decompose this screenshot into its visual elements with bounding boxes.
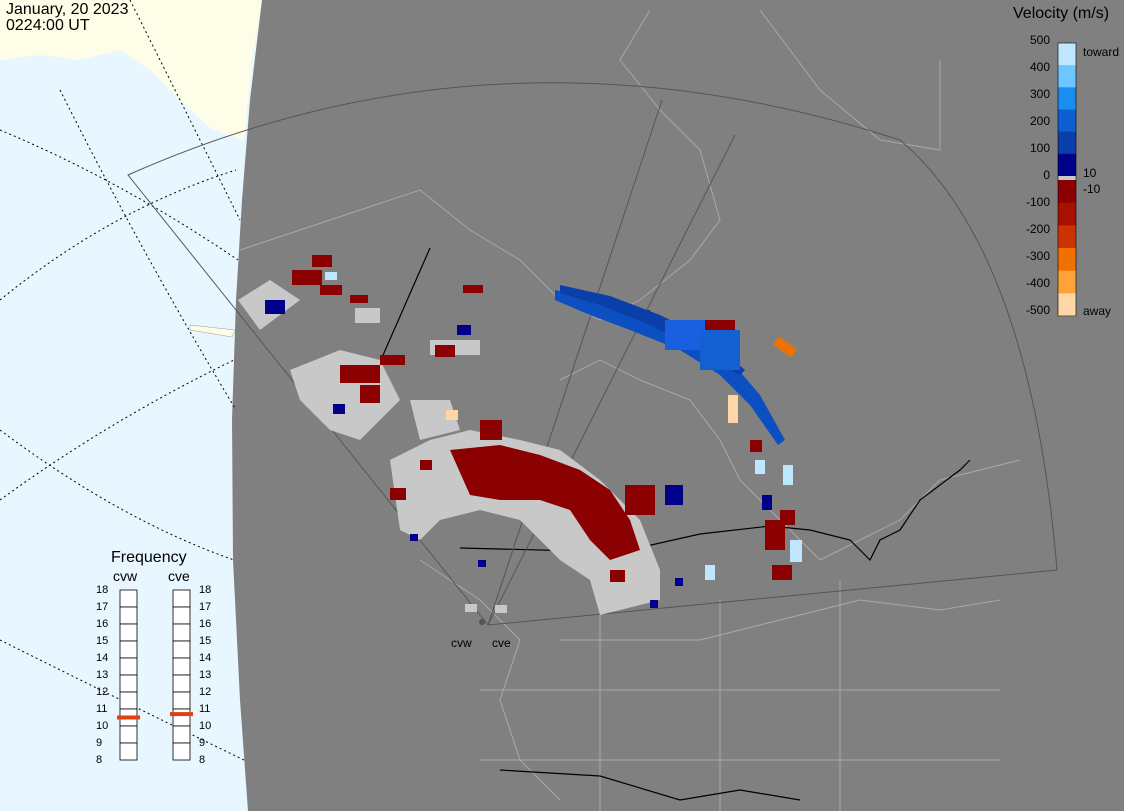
colorbar-segment — [1058, 248, 1076, 272]
frequency-scale-right: 11 — [199, 703, 211, 715]
colorbar-segment — [1058, 131, 1076, 155]
colorbar-segment — [1058, 180, 1076, 204]
colorbar-segment — [1058, 153, 1076, 177]
velocity-tick: -200 — [1025, 222, 1050, 236]
frequency-scale-right: 14 — [199, 652, 212, 664]
frequency-cell — [119, 691, 138, 710]
frequency-bars — [117, 589, 193, 761]
aleutian-coast — [189, 324, 236, 338]
frequency-cell — [172, 725, 191, 744]
frequency-scale-left: 18 — [96, 584, 109, 596]
frequency-cell — [172, 691, 191, 710]
time-label: 0224:00 UT — [6, 17, 90, 34]
coastlines — [239, 9, 1021, 811]
colorbar-segment — [1058, 293, 1076, 317]
velocity-scale-title: Velocity (m/s) — [1013, 5, 1110, 22]
frequency-scale-left: 11 — [96, 703, 108, 715]
fov-outline — [127, 82, 1058, 626]
colorbar-segment — [1058, 65, 1076, 88]
frequency-scale-left: 13 — [96, 669, 109, 681]
colorbar-segment — [1058, 43, 1076, 66]
away-label: away — [1083, 304, 1112, 318]
colorbar-segment — [1058, 202, 1076, 226]
alaska-land — [0, 0, 262, 140]
map-gray-area — [232, 0, 1124, 811]
site-label-cvw: cvw — [451, 636, 472, 650]
frequency-radar-cve: cve — [168, 568, 190, 584]
frequency-cell — [119, 640, 138, 659]
frequency-scale-left: 16 — [96, 618, 109, 630]
frequency-scale-left: 8 — [96, 754, 103, 766]
frequency-cell — [119, 742, 138, 761]
frequency-cell — [172, 589, 191, 608]
frequency-scale-left: 17 — [96, 601, 109, 613]
frequency-cell — [119, 725, 138, 744]
frequency-scale-left: 9 — [96, 737, 103, 749]
frequency-cell — [119, 623, 138, 642]
velocity-tick: -400 — [1025, 276, 1050, 290]
frequency-scale-right: 8 — [199, 754, 206, 766]
velocity-colorbar — [1057, 42, 1077, 317]
frequency-scale-right: 15 — [199, 635, 212, 647]
colorbar-gap — [1058, 176, 1076, 180]
neg-threshold-label: -10 — [1083, 182, 1101, 196]
velocity-tick: -100 — [1025, 195, 1050, 209]
radar-site-marker — [479, 619, 485, 625]
frequency-cell — [172, 708, 191, 727]
frequency-scale-right: 17 — [199, 601, 212, 613]
frequency-scale-left: 10 — [96, 720, 109, 732]
velocity-tick: 100 — [1029, 141, 1050, 155]
frequency-scale-left: 15 — [96, 635, 109, 647]
velocity-tick: -500 — [1025, 303, 1050, 317]
velocity-tick: 0 — [1043, 168, 1050, 182]
pos-threshold-label: 10 — [1083, 166, 1097, 180]
frequency-cell — [119, 606, 138, 625]
site-label-cve: cve — [492, 636, 511, 650]
frequency-scale-right: 13 — [199, 669, 212, 681]
toward-label: toward — [1083, 45, 1120, 59]
colorbar-segment — [1058, 87, 1076, 110]
frequency-marker — [117, 715, 140, 720]
colorbar-segment — [1058, 225, 1076, 249]
frequency-title: Frequency — [111, 549, 187, 566]
velocity-tick: 400 — [1029, 60, 1050, 74]
frequency-cell — [119, 674, 138, 693]
colorbar-frame — [1057, 42, 1077, 317]
frequency-cell — [172, 657, 191, 676]
velocity-tick: 500 — [1029, 33, 1050, 47]
borders — [379, 247, 971, 801]
frequency-cell — [172, 640, 191, 659]
frequency-scale-right: 16 — [199, 618, 212, 630]
colorbar-segment — [1058, 109, 1076, 133]
frequency-scale-right: 10 — [199, 720, 212, 732]
frequency-scale-left: 14 — [96, 652, 109, 664]
frequency-radar-cvw: cvw — [113, 568, 138, 584]
velocity-toward-cells — [265, 272, 802, 608]
frequency-cell — [119, 657, 138, 676]
frequency-cell — [172, 623, 191, 642]
colorbar-segment — [1058, 270, 1076, 294]
frequency-marker — [170, 712, 193, 717]
frequency-cell — [119, 589, 138, 608]
velocity-tick: -300 — [1025, 249, 1050, 263]
velocity-tick: 200 — [1029, 114, 1050, 128]
date-label: January, 20 2023 — [6, 1, 129, 18]
frequency-cell — [172, 742, 191, 761]
frequency-scale-left: 12 — [96, 686, 109, 698]
frequency-scale-right: 9 — [199, 737, 206, 749]
velocity-tick: 300 — [1029, 87, 1050, 101]
frequency-cell — [172, 606, 191, 625]
frequency-cell — [172, 674, 191, 693]
frequency-scale-right: 12 — [199, 686, 212, 698]
frequency-scale-right: 18 — [199, 584, 212, 596]
